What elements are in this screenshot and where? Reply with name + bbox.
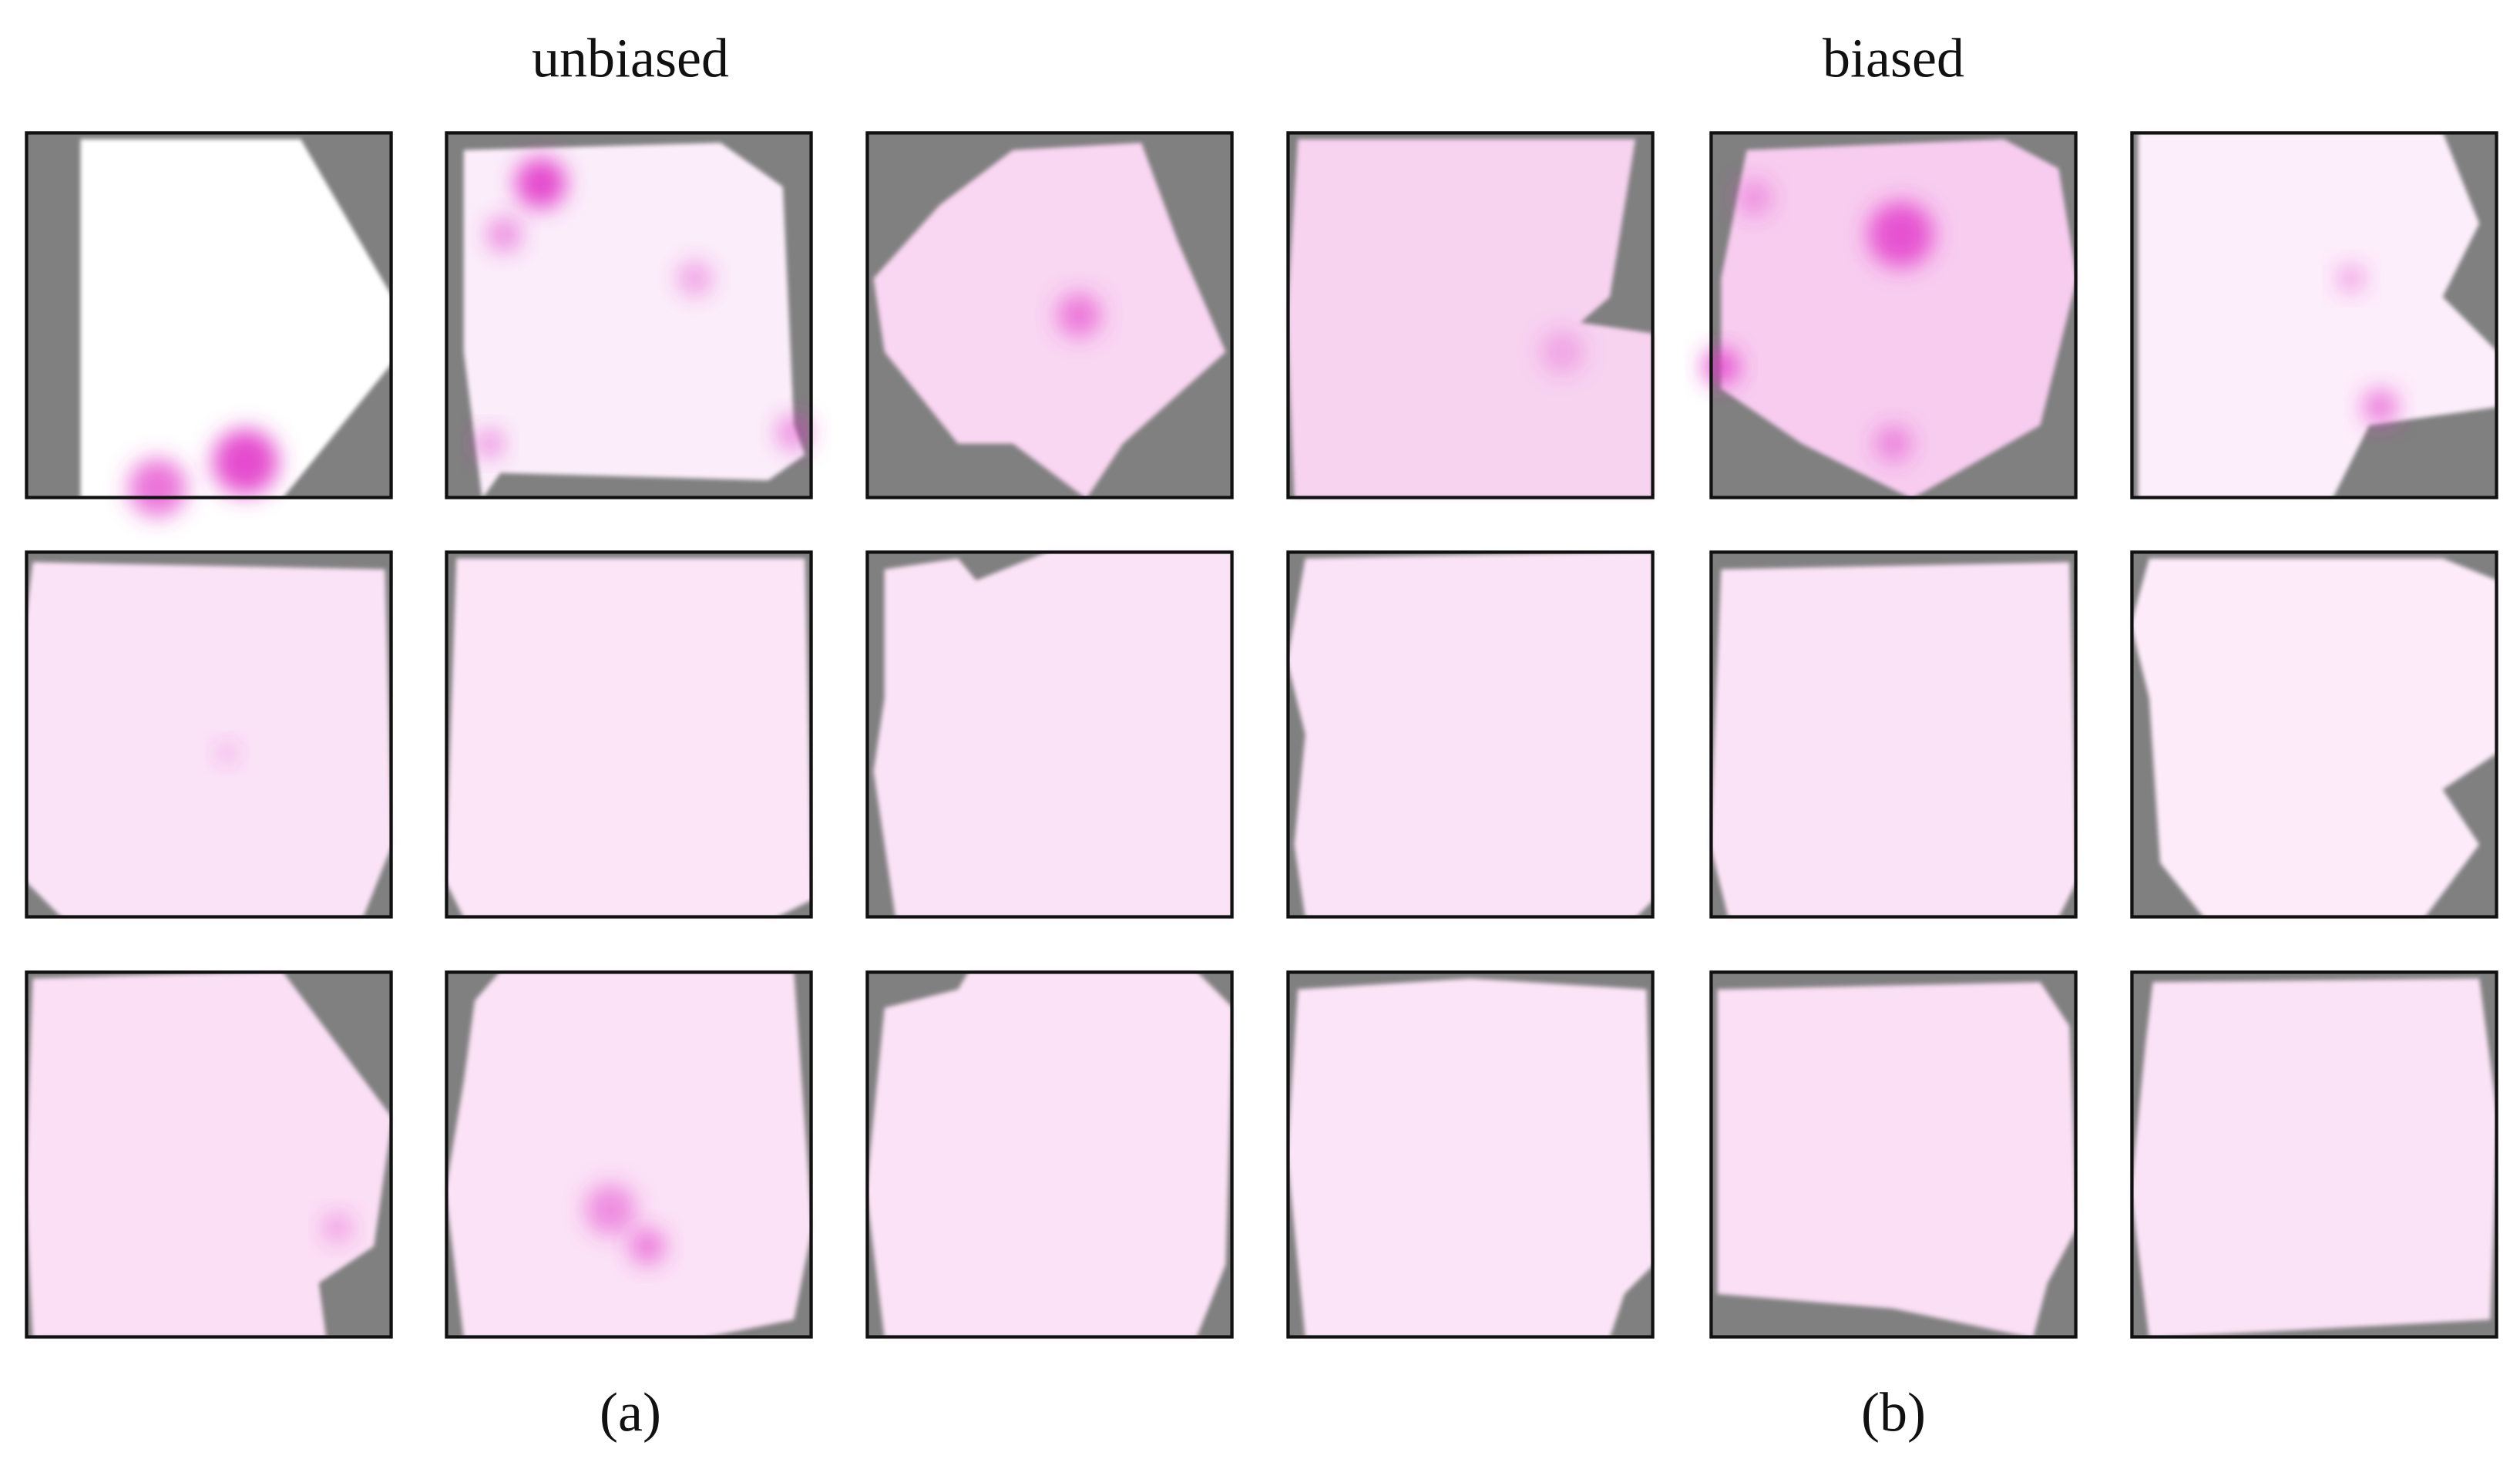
image-tile: [2130, 970, 2498, 1339]
stain: [1540, 330, 1584, 375]
image-tile: [2130, 131, 2498, 499]
tissue: [2131, 558, 2498, 918]
tissue: [1717, 982, 2077, 1338]
tissue: [873, 143, 1226, 499]
panel-label: (b): [1861, 1382, 1926, 1444]
tile-border: [1709, 970, 2078, 1339]
tissue: [463, 143, 805, 499]
tile-border: [865, 550, 1234, 919]
tile-border: [1286, 970, 1655, 1339]
stain-spots: [1540, 330, 1584, 375]
stain: [216, 741, 239, 765]
stain: [1875, 425, 1912, 462]
image-tile: [445, 131, 813, 499]
tile-border: [865, 131, 1234, 499]
image-tile: [25, 131, 393, 517]
tissue: [1287, 551, 1654, 918]
stain: [2336, 264, 2366, 294]
tissue: [2131, 978, 2498, 1338]
stain: [1057, 293, 1101, 338]
tile-border: [1286, 550, 1655, 919]
panel-title: biased: [1823, 28, 1964, 89]
tissue: [25, 971, 393, 1338]
panel-title: unbiased: [532, 28, 729, 89]
stain: [775, 414, 812, 452]
stain: [629, 1228, 666, 1265]
tile-border: [1709, 131, 2078, 499]
stain: [486, 216, 522, 254]
image-tile: [2130, 550, 2498, 919]
tissue: [1710, 562, 2077, 918]
tile-border: [865, 970, 1234, 1339]
tissue: [25, 562, 393, 918]
tile-border: [1709, 550, 2078, 919]
stain-spots: [322, 1213, 352, 1243]
stain-spots: [216, 741, 239, 765]
tile-border: [2130, 970, 2498, 1339]
stain-spots: [475, 157, 812, 459]
tile-border: [445, 131, 813, 499]
stain: [1702, 348, 1740, 385]
stain: [676, 260, 714, 297]
stain-spots: [1057, 293, 1101, 338]
image-tile: [1709, 550, 2078, 919]
tissue: [445, 971, 812, 1338]
stain: [475, 429, 505, 459]
tile-border: [445, 550, 813, 919]
tissue: [1721, 139, 2077, 499]
stain: [2361, 388, 2399, 425]
tissue: [80, 139, 393, 499]
image-tile: [1286, 550, 1655, 919]
image-tile: [865, 131, 1234, 499]
tissue: [1287, 978, 1654, 1338]
tile-border: [1286, 131, 1655, 499]
stain: [128, 458, 187, 517]
stain-spots: [584, 1184, 666, 1265]
stain-spots: [2336, 264, 2399, 425]
tile-border: [2130, 131, 2498, 499]
tissue: [866, 971, 1233, 1338]
image-tile: [865, 970, 1234, 1339]
image-tile: [1709, 970, 2078, 1339]
tile-border: [2130, 550, 2498, 919]
image-tile: [445, 550, 813, 919]
stain: [1867, 201, 1934, 268]
image-tile: [25, 970, 393, 1339]
tile-border: [445, 970, 813, 1339]
image-tile: [1702, 131, 2078, 499]
tissue: [873, 551, 1233, 918]
panel-label: (a): [600, 1382, 661, 1444]
image-tile: [865, 550, 1234, 919]
stain: [322, 1213, 352, 1243]
tissue: [445, 558, 812, 918]
stain: [212, 429, 279, 496]
tissue: [2138, 132, 2498, 499]
image-tile: [25, 550, 393, 919]
stain: [1735, 179, 1772, 217]
stain: [584, 1184, 637, 1235]
tissue: [1287, 139, 1654, 499]
image-tile: [445, 970, 813, 1339]
stain: [515, 157, 567, 209]
tile-border: [25, 970, 393, 1339]
stain-spots: [128, 429, 279, 517]
image-tile: [1286, 970, 1655, 1339]
tile-border: [25, 131, 393, 499]
image-tile: [1286, 131, 1655, 499]
tile-border: [25, 550, 393, 919]
